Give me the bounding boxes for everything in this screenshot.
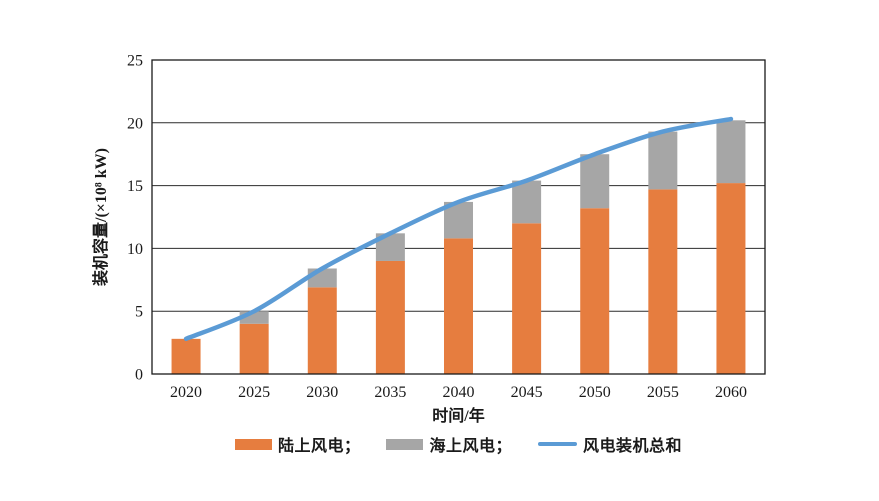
bar-onshore-2040 bbox=[444, 238, 473, 374]
y-tick-label-5: 5 bbox=[135, 304, 143, 321]
x-tick-label-2045: 2045 bbox=[511, 384, 543, 401]
y-tick-label-20: 20 bbox=[127, 115, 143, 132]
bar-onshore-2060 bbox=[716, 183, 746, 374]
legend-item-total-wind: 风电装机总和 bbox=[538, 432, 682, 456]
bar-onshore-2025 bbox=[239, 323, 269, 374]
x-tick-label-2035: 2035 bbox=[374, 384, 406, 401]
x-tick-label-2050: 2050 bbox=[579, 384, 611, 401]
y-axis-title: 装机容量/(×10⁸ kW) bbox=[91, 148, 110, 287]
bar-onshore-2020 bbox=[171, 338, 201, 374]
bar-onshore-2045 bbox=[512, 223, 542, 374]
x-tick-label-2040: 2040 bbox=[443, 384, 475, 401]
y-tick-label-0: 0 bbox=[135, 367, 143, 384]
y-tick-label-25: 25 bbox=[127, 53, 143, 70]
x-tick-label-2030: 2030 bbox=[306, 384, 338, 401]
legend-label-total-wind: 风电装机总和 bbox=[583, 438, 683, 455]
x-tick-label-2055: 2055 bbox=[647, 384, 679, 401]
bar-onshore-2030 bbox=[307, 287, 337, 374]
plot-border bbox=[151, 59, 766, 375]
legend-item-onshore-wind: 陆上风电； bbox=[234, 432, 361, 456]
y-tick-label-10: 10 bbox=[127, 241, 143, 258]
legend-item-offshore-wind: 海上风电； bbox=[386, 432, 512, 456]
legend-label-offshore-wind: 海上风电； bbox=[429, 438, 512, 455]
x-tick-label-2025: 2025 bbox=[238, 384, 270, 401]
onshore-wind-swatch bbox=[234, 438, 272, 450]
bar-onshore-2055 bbox=[648, 189, 678, 374]
offshore-wind-swatch bbox=[386, 438, 424, 450]
total-line bbox=[183, 116, 734, 342]
bar-offshore-2050 bbox=[580, 154, 610, 209]
bar-onshore-2050 bbox=[580, 208, 610, 374]
bar-offshore-2030 bbox=[307, 268, 337, 288]
x-axis-title: 时间/年 bbox=[432, 406, 484, 425]
legend-label-onshore-wind: 陆上风电； bbox=[277, 438, 361, 455]
x-tick-label-2020: 2020 bbox=[170, 384, 202, 401]
bar-offshore-2045 bbox=[512, 180, 542, 224]
x-tick-label-2060: 2060 bbox=[715, 384, 747, 401]
bar-offshore-2060 bbox=[716, 120, 746, 184]
y-tick-label-15: 15 bbox=[127, 178, 143, 195]
bar-offshore-2055 bbox=[648, 131, 678, 190]
chart-legend: 陆上风电； 海上风电； 风电装机总和 bbox=[152, 432, 765, 456]
total-wind-line-swatch bbox=[538, 442, 577, 446]
bar-onshore-2035 bbox=[375, 260, 405, 374]
